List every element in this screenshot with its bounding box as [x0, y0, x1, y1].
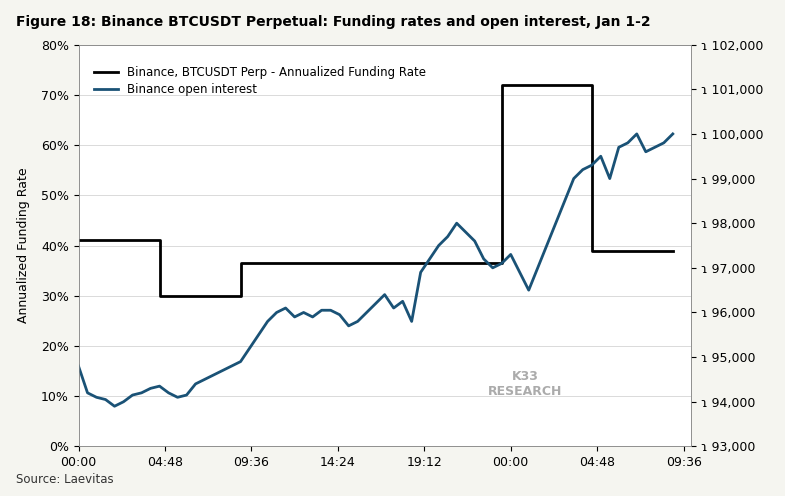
Binance open interest [155, 383, 164, 389]
Binance open interest [110, 403, 119, 409]
Binance open interest [326, 307, 335, 313]
Binance open interest [74, 363, 83, 369]
Binance open interest [632, 131, 641, 137]
Legend: Binance, BTCUSDT Perp - Annualized Funding Rate, Binance open interest: Binance, BTCUSDT Perp - Annualized Fundi… [90, 62, 429, 99]
Binance, BTCUSDT Perp - Annualized Funding Rate [668, 248, 677, 253]
Binance open interest [353, 318, 363, 324]
Binance, BTCUSDT Perp - Annualized Funding Rate [236, 293, 245, 299]
Text: K33
RESEARCH: K33 RESEARCH [488, 370, 563, 398]
Binance, BTCUSDT Perp - Annualized Funding Rate [308, 260, 317, 266]
Line: Binance, BTCUSDT Perp - Annualized Funding Rate: Binance, BTCUSDT Perp - Annualized Fundi… [78, 85, 673, 296]
Binance, BTCUSDT Perp - Annualized Funding Rate [74, 238, 83, 244]
Binance, BTCUSDT Perp - Annualized Funding Rate [155, 293, 164, 299]
Binance, BTCUSDT Perp - Annualized Funding Rate [308, 260, 317, 266]
Binance open interest [128, 392, 137, 398]
Text: Figure 18: Binance BTCUSDT Perpetual: Funding rates and open interest, Jan 1-2: Figure 18: Binance BTCUSDT Perpetual: Fu… [16, 15, 650, 29]
Line: Binance open interest: Binance open interest [78, 134, 673, 406]
Binance, BTCUSDT Perp - Annualized Funding Rate [587, 248, 597, 253]
Binance, BTCUSDT Perp - Annualized Funding Rate [497, 82, 506, 88]
Binance, BTCUSDT Perp - Annualized Funding Rate [497, 260, 506, 266]
Y-axis label: Annualized Funding Rate: Annualized Funding Rate [16, 168, 30, 323]
Binance open interest [668, 131, 677, 137]
Binance open interest [623, 140, 633, 146]
Binance, BTCUSDT Perp - Annualized Funding Rate [155, 238, 164, 244]
Binance open interest [533, 265, 542, 271]
Text: Source: Laevitas: Source: Laevitas [16, 473, 113, 486]
Binance, BTCUSDT Perp - Annualized Funding Rate [236, 260, 245, 266]
Binance, BTCUSDT Perp - Annualized Funding Rate [587, 82, 597, 88]
